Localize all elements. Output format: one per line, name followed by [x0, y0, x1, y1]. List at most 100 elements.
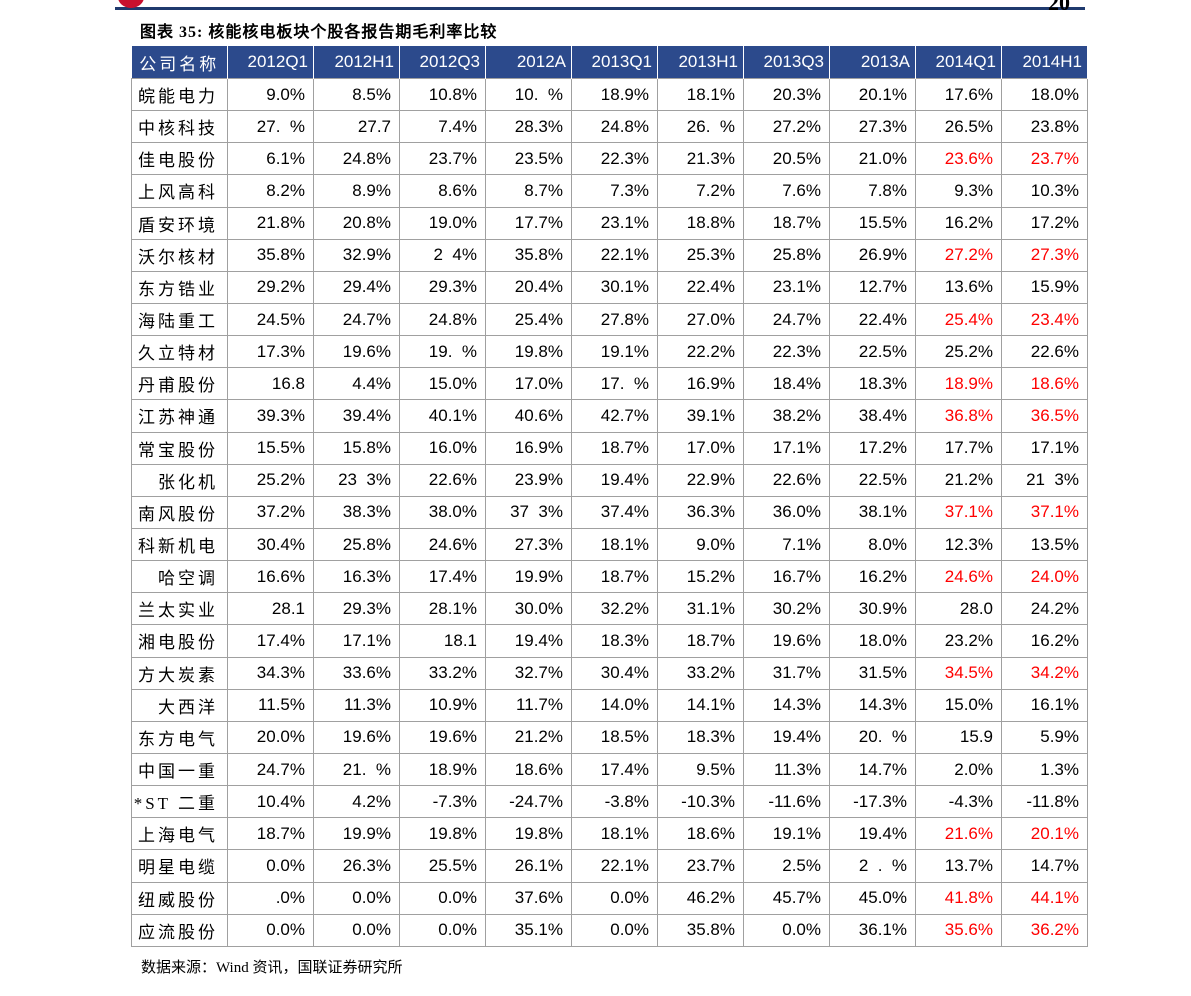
margin-cell: 21 3% — [1001, 463, 1088, 497]
column-header: 2013Q1 — [571, 46, 658, 79]
margin-cell: 23.7% — [1001, 142, 1088, 176]
margin-cell: 27.2% — [743, 110, 830, 144]
margin-cell: 20.8% — [313, 206, 400, 240]
margin-cell: 24.7% — [227, 752, 314, 787]
margin-cell: 34.5% — [915, 656, 1002, 690]
margin-cell: 15.5% — [829, 206, 916, 240]
margin-cell: 30.0% — [485, 592, 572, 626]
margin-cell: 25.4% — [485, 302, 572, 337]
margin-cell: 19.6% — [313, 720, 400, 754]
table-row: 方大炭素 34.3% 33.6% 33.2% 32.7% 30.4% 33.2% 31.7% 3… — [131, 656, 1088, 690]
column-header: 2014H1 — [1001, 46, 1088, 79]
column-header: 2012Q1 — [227, 46, 314, 79]
margin-cell: 22.6% — [1001, 335, 1088, 369]
margin-cell: -10.3% — [657, 785, 744, 819]
margin-cell: 0.0% — [571, 913, 658, 947]
margin-cell: 24.8% — [313, 142, 400, 176]
margin-cell: 9.0% — [227, 77, 314, 112]
margin-cell: 19.9% — [485, 560, 572, 594]
margin-cell: -11.6% — [743, 785, 830, 819]
margin-cell: 39.3% — [227, 399, 314, 433]
margin-cell: 16.8 — [227, 367, 314, 401]
margin-cell: 25.4% — [915, 302, 1002, 337]
margin-cell: 23 3% — [313, 463, 400, 497]
margin-cell: 23.2% — [915, 624, 1002, 658]
margin-cell: 21.8% — [227, 206, 314, 240]
table-row: 南风股份 37.2% 38.3% 38.0% 37 3% 37.4% 36.3% 36.0% 3… — [131, 495, 1088, 529]
margin-cell: 20.3% — [743, 77, 830, 112]
margin-cell: 18.7% — [227, 817, 314, 851]
margin-cell: 30.4% — [227, 527, 314, 562]
margin-cell: 16.3% — [313, 560, 400, 594]
margin-cell: 18.7% — [657, 624, 744, 658]
margin-cell: 18.3% — [571, 624, 658, 658]
margin-cell: 37.1% — [915, 495, 1002, 529]
margin-cell: 15.9% — [1001, 270, 1088, 304]
margin-cell: 17.2% — [1001, 206, 1088, 240]
margin-cell: 17.1% — [1001, 431, 1088, 465]
margin-cell: 20.4% — [485, 270, 572, 304]
margin-cell: 21.2% — [485, 720, 572, 754]
company-name: 中核科技 — [131, 110, 228, 144]
margin-cell: 0.0% — [313, 881, 400, 915]
margin-cell: 27.7 — [313, 110, 400, 144]
company-name: 丹甫股份 — [131, 367, 228, 401]
company-name: 湘电股份 — [131, 624, 228, 658]
margin-cell: 18.1% — [571, 527, 658, 562]
margin-cell: 18.7% — [743, 206, 830, 240]
margin-cell: 16.9% — [657, 367, 744, 401]
margin-cell: 26.9% — [829, 238, 916, 272]
margin-cell: 30.4% — [571, 656, 658, 690]
margin-cell: 31.5% — [829, 656, 916, 690]
margin-cell: 37.4% — [571, 495, 658, 529]
margin-cell: 35.8% — [485, 238, 572, 272]
margin-cell: 41.8% — [915, 881, 1002, 915]
table-row: 哈空调 16.6% 16.3% 17.4% 19.9% 18.7% 15.2% 16.7% 16… — [131, 560, 1088, 594]
margin-cell: 22.5% — [829, 335, 916, 369]
margin-cell: 8.6% — [399, 174, 486, 208]
margin-cell: 37.1% — [1001, 495, 1088, 529]
company-name: 应流股份 — [131, 913, 228, 947]
margin-cell: 0.0% — [743, 913, 830, 947]
margin-cell: 14.3% — [829, 688, 916, 722]
margin-cell: 14.0% — [571, 688, 658, 722]
table-row: 常宝股份 15.5% 15.8% 16.0% 16.9% 18.7% 17.0% 17.1% 1… — [131, 431, 1088, 465]
margin-cell: 0.0% — [571, 881, 658, 915]
margin-cell: 17.2% — [829, 431, 916, 465]
table-row: *ST 二重 10.4% 4.2% -7.3% -24.7% -3.8% -10.3% -11… — [131, 785, 1088, 819]
margin-cell: 35.6% — [915, 913, 1002, 947]
margin-cell: 18.9% — [399, 752, 486, 787]
margin-cell: -17.3% — [829, 785, 916, 819]
margin-cell: 25.8% — [743, 238, 830, 272]
margin-cell: 17.0% — [485, 367, 572, 401]
margin-cell: 25.5% — [399, 849, 486, 883]
margin-cell: 7.8% — [829, 174, 916, 208]
margin-cell: 7.4% — [399, 110, 486, 144]
margin-cell: 38.4% — [829, 399, 916, 433]
margin-cell: 20. % — [829, 720, 916, 754]
column-header: 公司名称 — [131, 46, 228, 79]
margin-cell: 17.3% — [227, 335, 314, 369]
company-name: 明星电缆 — [131, 849, 228, 883]
margin-cell: 0.0% — [227, 849, 314, 883]
margin-cell: 0.0% — [399, 881, 486, 915]
margin-cell: 17. % — [571, 367, 658, 401]
margin-cell: 2 4% — [399, 238, 486, 272]
source-note: 数据来源：Wind 资讯，国联证券研究所 — [141, 960, 403, 976]
company-name: 沃尔核材 — [131, 238, 228, 272]
margin-cell: 8.5% — [313, 77, 400, 112]
column-header: 2012H1 — [313, 46, 400, 79]
margin-cell: 27.3% — [485, 527, 572, 562]
margin-cell: 24.8% — [571, 110, 658, 144]
table-row: 丹甫股份 16.8 4.4% 15.0% 17.0% 17. % 16.9% 18.4% 18.… — [131, 367, 1088, 401]
margin-cell: 0.0% — [227, 913, 314, 947]
margin-cell: 19.1% — [571, 335, 658, 369]
margin-cell: 37.2% — [227, 495, 314, 529]
margin-cell: 27.0% — [657, 302, 744, 337]
margin-cell: 19.6% — [313, 335, 400, 369]
margin-cell: 28.3% — [485, 110, 572, 144]
margin-cell: 42.7% — [571, 399, 658, 433]
margin-cell: 22.3% — [571, 142, 658, 176]
company-name: 纽威股份 — [131, 881, 228, 915]
